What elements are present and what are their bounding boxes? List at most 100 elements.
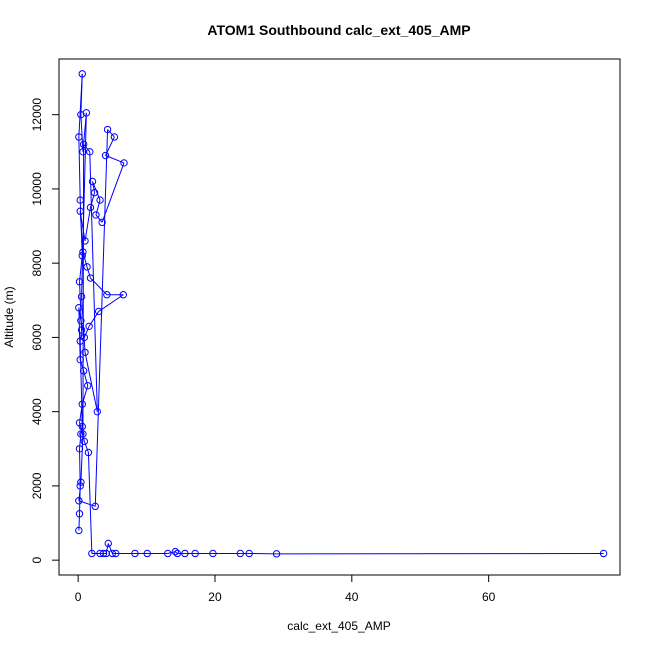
y-tick-label: 8000: [30, 250, 44, 277]
data-point: [143, 549, 151, 558]
series-segment: [88, 311, 100, 327]
data-point: [209, 549, 217, 558]
data-point: [76, 355, 84, 364]
data-point: [104, 539, 112, 548]
data-point: [112, 549, 120, 558]
data-point: [76, 207, 84, 215]
data-point: [86, 148, 94, 156]
series-segment: [86, 266, 91, 279]
data-point: [599, 549, 608, 558]
data-point: [88, 549, 96, 558]
data-point: [98, 218, 106, 227]
x-axis: 0 20 40 60: [75, 574, 496, 604]
data-point: [96, 196, 104, 204]
series-segment: [79, 359, 85, 371]
data-point: [103, 125, 112, 134]
x-tick-label: 20: [208, 590, 222, 604]
x-axis-label: calc_ext_405_AMP: [287, 619, 390, 633]
data-point: [76, 196, 84, 204]
data-point: [77, 430, 85, 438]
y-axis: 0 2000 4000 6000 8000 10000 12000: [30, 98, 60, 563]
series-segment: [80, 114, 84, 152]
data-point: [77, 292, 86, 301]
series-segment: [84, 207, 91, 241]
series-lines: [78, 73, 604, 555]
data-point: [171, 547, 180, 556]
data-point: [81, 237, 89, 245]
data-point: [80, 333, 89, 342]
data-point: [84, 448, 93, 457]
data-point: [110, 133, 119, 141]
data-point: [75, 304, 83, 312]
data-point: [78, 400, 86, 408]
data-point: [75, 419, 84, 427]
data-point: [272, 550, 281, 558]
data-point: [75, 133, 83, 141]
series-segment: [83, 326, 90, 338]
data-point: [103, 291, 111, 299]
data-point: [80, 437, 89, 446]
series-segment: [107, 543, 113, 554]
data-point: [78, 70, 86, 78]
data-point: [173, 549, 182, 558]
data-point: [119, 291, 128, 299]
y-tick-label: 2000: [30, 472, 44, 499]
series-segment: [92, 181, 96, 193]
data-point: [75, 510, 84, 518]
series-segment: [89, 192, 96, 208]
data-point: [85, 322, 93, 330]
data-point: [181, 549, 189, 558]
y-tick-label: 12000: [30, 98, 44, 132]
data-point: [191, 549, 199, 558]
chart-title: ATOM1 Southbound calc_ext_405_AMP: [207, 22, 470, 38]
series-segment: [83, 370, 89, 386]
series-segment: [87, 452, 93, 554]
data-point: [84, 381, 92, 390]
data-point: [93, 407, 102, 416]
data-point: [79, 248, 87, 256]
data-point: [75, 445, 84, 453]
series-segment: [79, 448, 81, 486]
data-point: [90, 188, 99, 197]
x-tick-label: 40: [345, 590, 359, 604]
series-segment: [95, 199, 101, 216]
data-point: [86, 203, 95, 212]
data-point: [120, 159, 128, 167]
series-segment: [107, 129, 115, 138]
data-point: [83, 263, 91, 271]
data-point: [76, 482, 84, 490]
data-point: [77, 317, 85, 325]
series-segment: [79, 255, 83, 282]
series-segment: [78, 307, 81, 360]
data-point: [88, 177, 97, 186]
x-tick-label: 60: [482, 590, 496, 604]
data-point: [81, 348, 89, 356]
series-segment: [83, 441, 89, 453]
data-point: [91, 502, 99, 511]
data-point: [79, 140, 88, 149]
series-segment: [78, 500, 96, 507]
x-tick-label: 0: [75, 590, 82, 604]
series-points: [75, 70, 608, 558]
data-point: [101, 151, 110, 160]
data-point: [94, 307, 103, 316]
series-segment: [83, 144, 91, 153]
data-point: [82, 109, 91, 117]
series-segment: [174, 551, 178, 554]
y-tick-label: 0: [30, 556, 44, 563]
y-tick-label: 4000: [30, 398, 44, 425]
series-segment: [78, 136, 81, 201]
series-segment: [98, 294, 124, 312]
data-point: [131, 549, 139, 558]
series-segment: [90, 277, 108, 296]
data-point: [79, 430, 87, 438]
series-segment: [101, 162, 125, 223]
series-segment: [82, 144, 85, 434]
series-segment: [94, 129, 109, 507]
data-point: [75, 278, 84, 286]
series-segment: [80, 433, 84, 483]
series-segment: [78, 513, 81, 531]
data-point: [92, 211, 100, 219]
data-point: [77, 478, 85, 486]
